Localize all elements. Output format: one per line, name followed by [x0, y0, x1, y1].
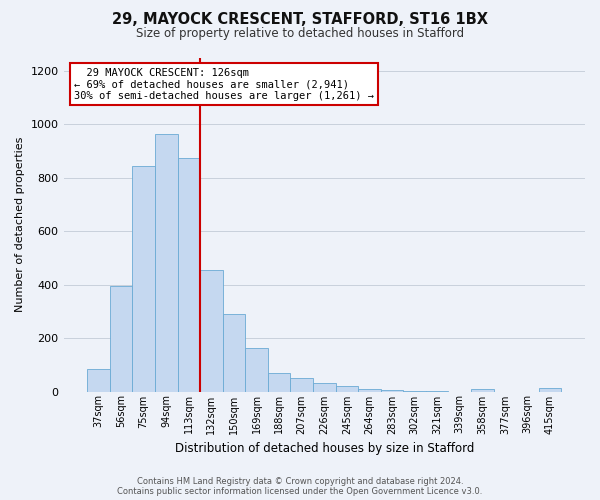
Bar [87, 369, 110, 392]
Bar [539, 388, 561, 392]
Bar [200, 270, 223, 392]
Text: Contains public sector information licensed under the Open Government Licence v3: Contains public sector information licen… [118, 487, 482, 496]
Bar [403, 391, 426, 392]
Text: Contains HM Land Registry data © Crown copyright and database right 2024.: Contains HM Land Registry data © Crown c… [137, 477, 463, 486]
Bar [245, 348, 268, 392]
Bar [290, 378, 313, 392]
Text: 29 MAYOCK CRESCENT: 126sqm
← 69% of detached houses are smaller (2,941)
30% of s: 29 MAYOCK CRESCENT: 126sqm ← 69% of deta… [74, 68, 374, 100]
Bar [358, 389, 381, 392]
Bar [155, 134, 178, 392]
Bar [313, 384, 335, 392]
Bar [268, 374, 290, 392]
X-axis label: Distribution of detached houses by size in Stafford: Distribution of detached houses by size … [175, 442, 474, 455]
Bar [133, 166, 155, 392]
Text: Size of property relative to detached houses in Stafford: Size of property relative to detached ho… [136, 28, 464, 40]
Bar [110, 286, 133, 392]
Y-axis label: Number of detached properties: Number of detached properties [15, 137, 25, 312]
Bar [223, 314, 245, 392]
Bar [178, 158, 200, 392]
Bar [335, 386, 358, 392]
Bar [381, 390, 403, 392]
Text: 29, MAYOCK CRESCENT, STAFFORD, ST16 1BX: 29, MAYOCK CRESCENT, STAFFORD, ST16 1BX [112, 12, 488, 28]
Bar [471, 389, 494, 392]
